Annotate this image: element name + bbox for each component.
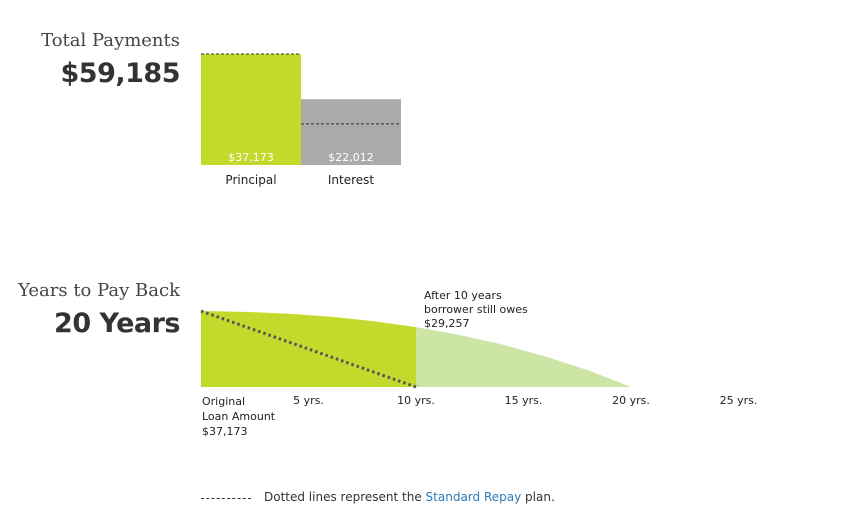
total-payments-value: $59,185 — [60, 58, 181, 89]
area-remaining-balance — [416, 327, 631, 387]
x-tick-label: 15 yrs. — [505, 394, 543, 407]
start-label-line: Original — [202, 395, 245, 408]
x-tick-label: 5 yrs. — [293, 394, 324, 407]
annotation-line: borrower still owes — [424, 303, 528, 316]
payments-bar-chart: $37,173 Principal $22,012 Interest — [201, 53, 401, 187]
annotation-line: After 10 years — [424, 289, 502, 302]
footnote: Dotted lines represent the Standard Repa… — [264, 490, 555, 504]
dotted-line-legend — [201, 498, 251, 499]
annotation-line: $29,257 — [424, 317, 470, 330]
payback-area-chart: 5 yrs. 10 yrs. 15 yrs. 20 yrs. 25 yrs. Origin… — [200, 289, 758, 438]
category-label: Interest — [328, 173, 375, 187]
years-to-pay-title: Years to Pay Back — [18, 280, 180, 301]
years-to-pay-value: 20 Years — [54, 308, 180, 339]
category-label: Principal — [225, 173, 276, 187]
footnote-text-after: plan. — [525, 490, 555, 504]
standard-repay-link[interactable]: Standard Repay — [425, 490, 522, 504]
x-tick-label: 20 yrs. — [612, 394, 650, 407]
bar-principal — [201, 54, 301, 165]
start-label-line: Loan Amount — [202, 410, 276, 423]
start-label-line: $37,173 — [202, 425, 248, 438]
bar-value-label: $37,173 — [228, 151, 274, 164]
bar-interest — [301, 99, 401, 165]
x-tick-label: 10 yrs. — [397, 394, 435, 407]
footnote-text-before: Dotted lines represent the — [264, 490, 422, 504]
bar-value-label: $22,012 — [328, 151, 374, 164]
x-tick-label: 25 yrs. — [720, 394, 758, 407]
total-payments-title: Total Payments — [41, 30, 180, 51]
